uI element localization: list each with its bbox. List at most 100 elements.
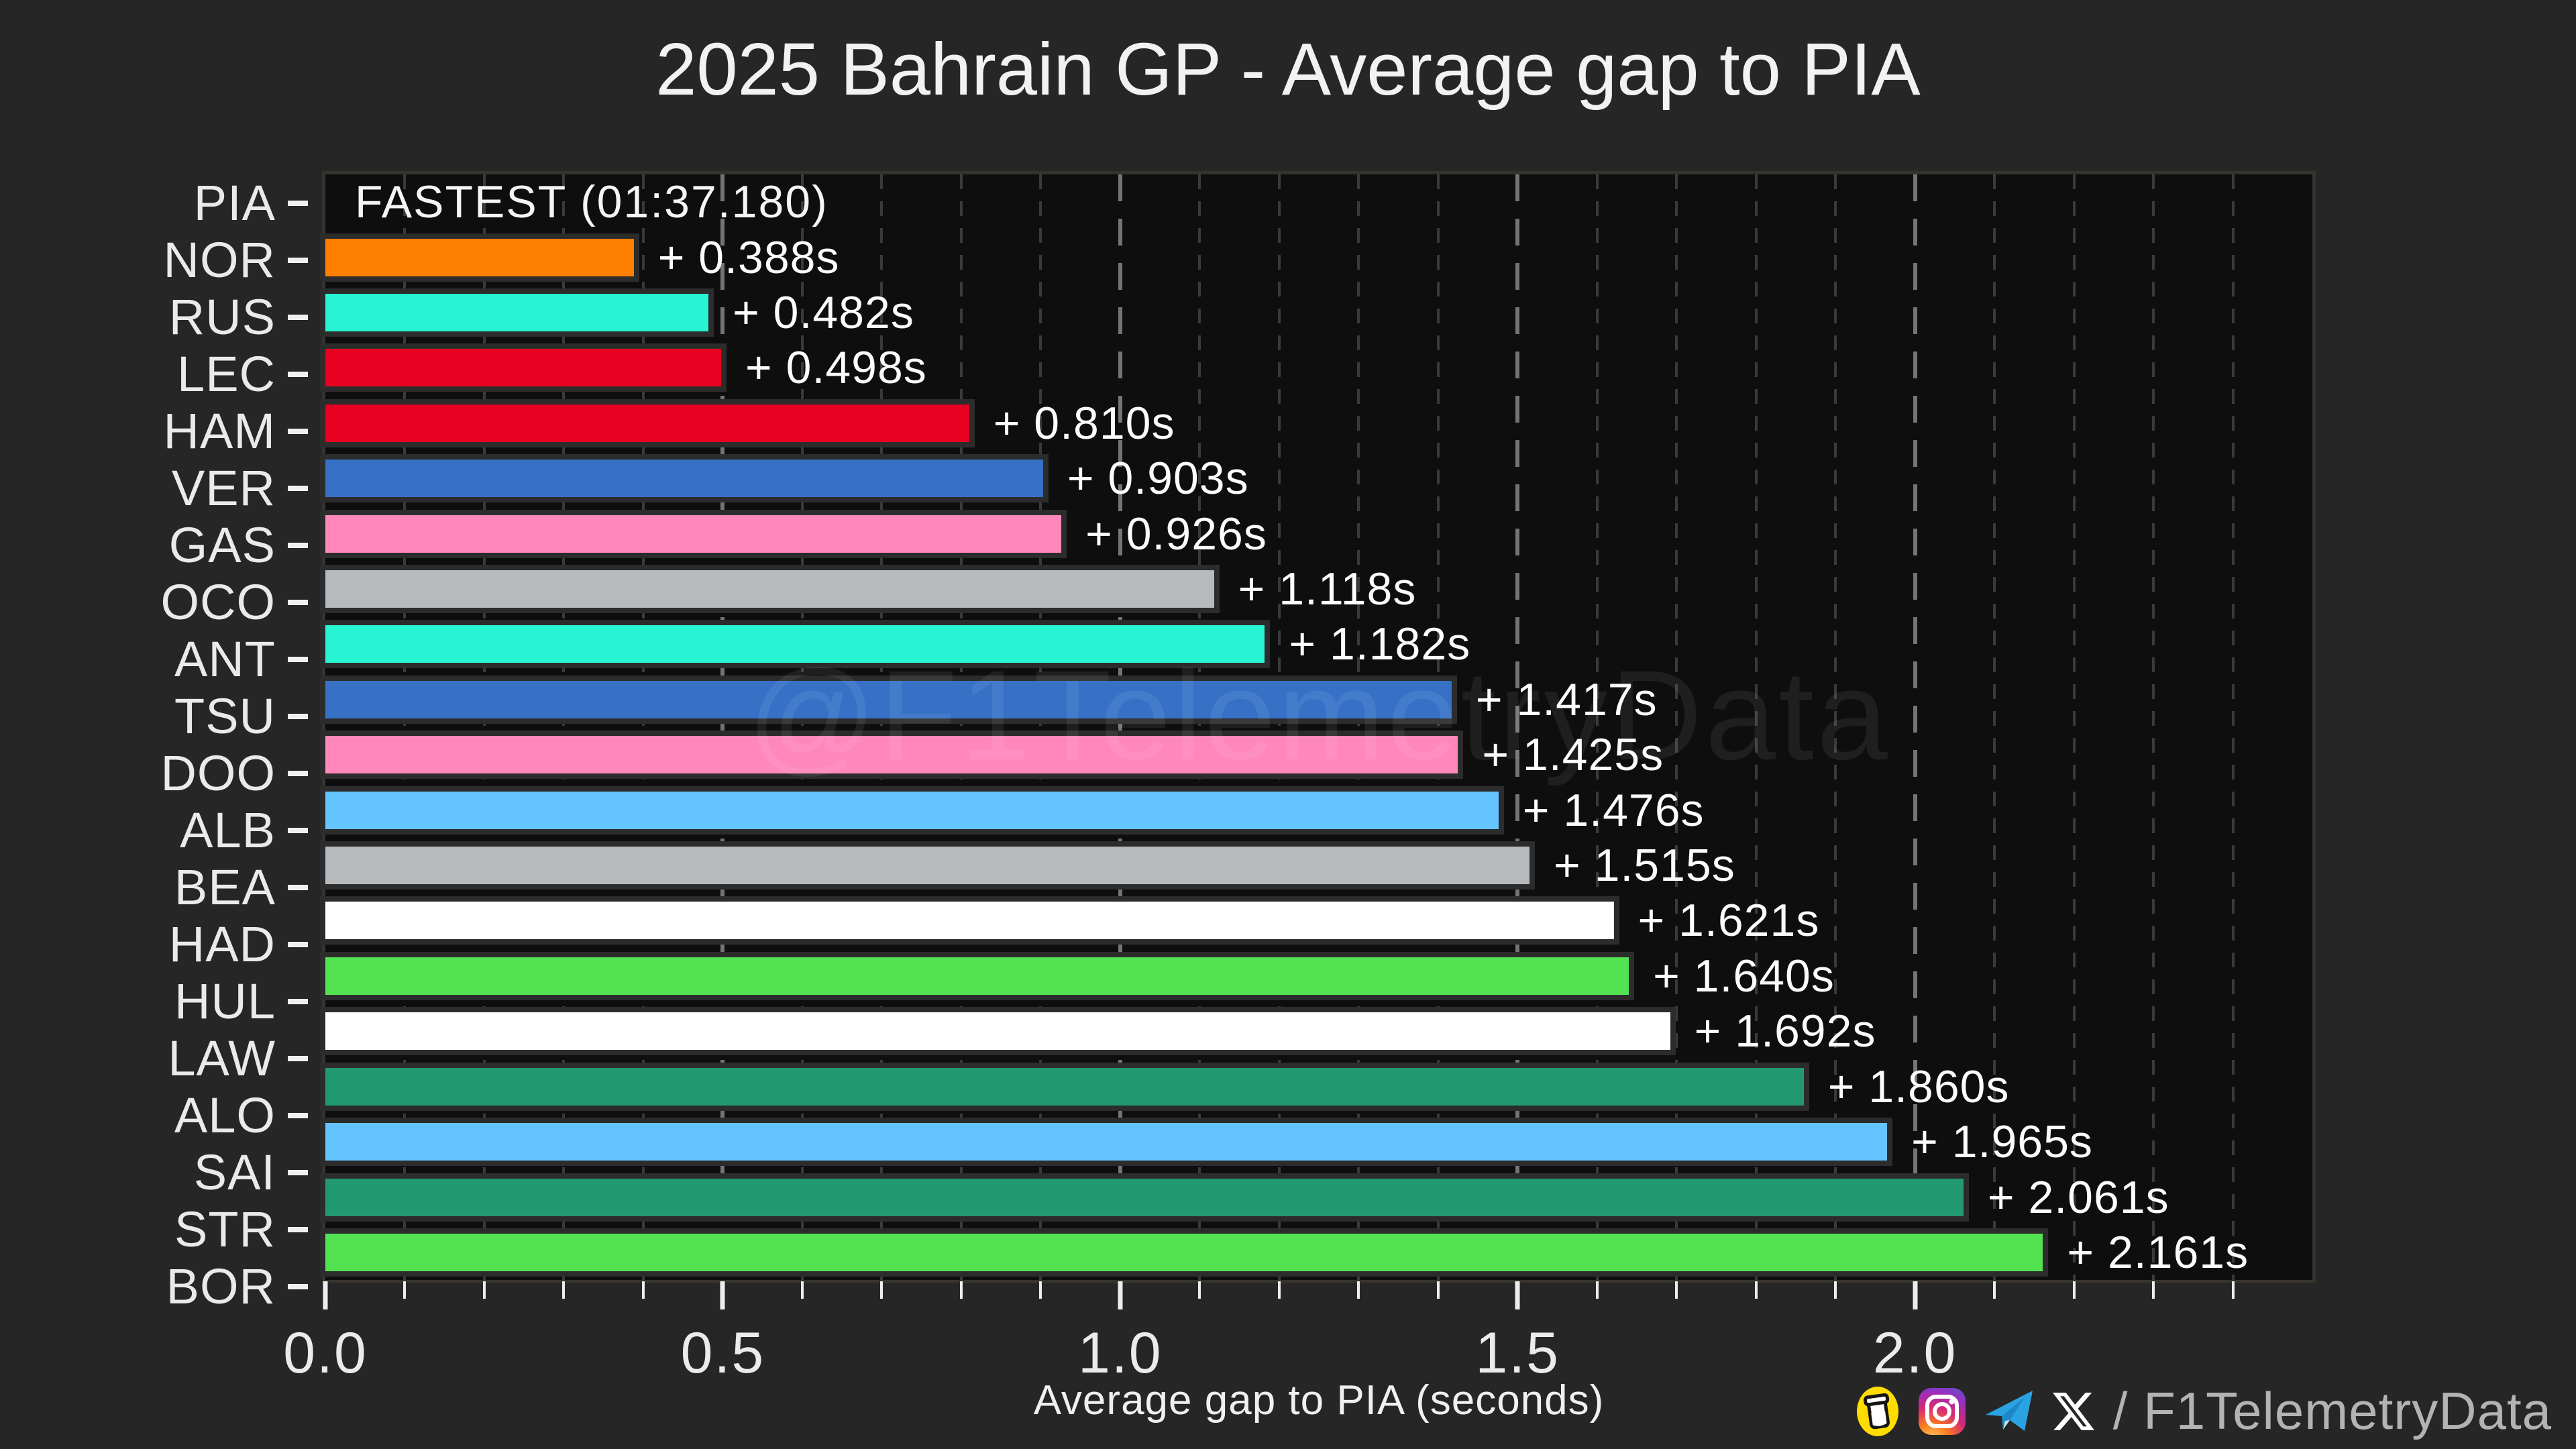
driver-code: HUL [174, 973, 276, 1029]
fastest-annotation: FASTEST (01:37.180) [355, 176, 828, 228]
gap-value-label: + 1.515s [1553, 840, 1735, 892]
driver-code: SAI [193, 1144, 276, 1200]
bar-row-DOO: + 1.425s [320, 727, 2312, 782]
y-label-row-RUS: RUS [0, 288, 319, 345]
gap-bar [320, 1007, 1676, 1056]
footer-handle: / F1TelemetryData [2112, 1381, 2552, 1440]
driver-code: DOO [160, 745, 276, 801]
y-label-row-DOO: DOO [0, 745, 319, 802]
minor-gridline [403, 174, 407, 1280]
driver-code: LEC [177, 346, 276, 402]
minor-gridline [1675, 174, 1678, 1280]
y-tick-mark [288, 656, 308, 662]
buymeacoffee-icon [1856, 1386, 1898, 1436]
bar-row-HUL: + 1.640s [320, 949, 2312, 1004]
bar-row-OCO: + 1.118s [320, 561, 2312, 616]
driver-code: RUS [168, 289, 276, 345]
bar-row-VER: + 0.903s [320, 451, 2312, 506]
gap-bar [320, 841, 1535, 890]
bar-row-LAW: + 1.692s [320, 1004, 2312, 1059]
y-tick-mark [288, 599, 308, 605]
bar-row-ALB: + 1.476s [320, 782, 2312, 837]
y-axis-labels: PIA NOR RUS LEC HAM VER GAS OCO ANT TSU DOO ALB BEA H… [0, 174, 319, 1314]
gap-value-label: + 1.118s [1238, 564, 1417, 615]
minor-gridline [1834, 174, 1837, 1280]
driver-code: ALO [174, 1087, 276, 1143]
driver-code: OCO [160, 574, 276, 630]
x-tick-label: 1.0 [1078, 1321, 1163, 1385]
plot-area: FASTEST (01:37.180) + 0.388s + 0.482s + 0.4… [320, 171, 2316, 1283]
minor-x-tick [1198, 1281, 1201, 1299]
gap-bar [320, 509, 1067, 558]
y-label-row-ALB: ALB [0, 802, 319, 859]
minor-gridline [1754, 174, 1758, 1280]
minor-gridline [1595, 174, 1599, 1280]
driver-code: VER [171, 460, 276, 516]
minor-gridline [2152, 174, 2155, 1280]
gap-value-label: + 0.388s [657, 231, 840, 283]
bar-row-LEC: + 0.498s [320, 340, 2312, 395]
gap-bar [320, 1173, 1969, 1222]
gap-bar [320, 398, 975, 447]
gap-bar [320, 233, 639, 282]
y-tick-mark [288, 1283, 308, 1289]
driver-code: PIA [193, 175, 276, 231]
instagram-icon [1918, 1387, 1966, 1435]
bar-row-NOR: + 0.388s [320, 229, 2312, 284]
minor-gridline [1277, 174, 1281, 1280]
gridlines [325, 174, 2312, 1280]
minor-x-tick [562, 1281, 566, 1299]
minor-gridline [1357, 174, 1360, 1280]
gap-value-label: + 1.621s [1638, 895, 1820, 947]
y-tick-mark [288, 884, 308, 890]
minor-gridline [562, 174, 566, 1280]
y-label-row-ANT: ANT [0, 631, 319, 688]
minor-x-tick [1436, 1281, 1440, 1299]
y-tick-mark [288, 1055, 308, 1061]
y-tick-mark [288, 713, 308, 719]
gap-value-label: + 1.640s [1653, 950, 1835, 1002]
y-tick-mark [288, 941, 308, 947]
driver-code: TSU [174, 688, 276, 744]
gap-value-label: + 0.498s [745, 342, 927, 394]
y-label-row-SAI: SAI [0, 1144, 319, 1201]
y-label-row-ALO: ALO [0, 1087, 319, 1144]
gap-bar [320, 951, 1635, 1000]
bar-row-BOR: + 2.161s [320, 1225, 2312, 1280]
y-tick-mark [288, 1169, 308, 1175]
y-tick-mark [288, 314, 308, 320]
y-tick-mark [288, 200, 308, 206]
minor-x-tick [1675, 1281, 1678, 1299]
gap-value-label: + 1.425s [1482, 729, 1664, 781]
minor-x-tick [1357, 1281, 1360, 1299]
y-tick-mark [288, 485, 308, 491]
minor-gridline [959, 174, 963, 1280]
x-tick-label: 0.0 [283, 1321, 368, 1385]
gap-value-label: + 0.810s [993, 397, 1175, 449]
bar-row-BEA: + 1.515s [320, 838, 2312, 893]
major-gridline [1118, 174, 1122, 1280]
major-x-tick [323, 1281, 328, 1309]
gap-bar [320, 731, 1464, 780]
gap-bar [320, 786, 1504, 835]
minor-gridline [2231, 174, 2235, 1280]
y-label-row-GAS: GAS [0, 517, 319, 574]
major-x-tick [1515, 1281, 1520, 1309]
y-label-row-HAD: HAD [0, 916, 319, 973]
major-gridline [1913, 174, 1917, 1280]
gap-value-label: + 1.860s [1827, 1061, 2010, 1112]
driver-code: BEA [174, 859, 276, 915]
gap-value-label: + 1.417s [1475, 674, 1658, 725]
driver-code: LAW [168, 1030, 276, 1086]
gap-value-label: + 1.476s [1522, 784, 1705, 836]
driver-code: GAS [168, 517, 276, 573]
x-tick-label: 0.5 [680, 1321, 765, 1385]
y-label-row-BOR: BOR [0, 1258, 319, 1315]
minor-x-tick [1834, 1281, 1837, 1299]
y-label-row-LEC: LEC [0, 345, 319, 402]
bar-row-SAI: + 1.965s [320, 1114, 2312, 1169]
minor-x-tick [1277, 1281, 1281, 1299]
y-label-row-TSU: TSU [0, 688, 319, 745]
driver-code: HAM [163, 403, 276, 459]
